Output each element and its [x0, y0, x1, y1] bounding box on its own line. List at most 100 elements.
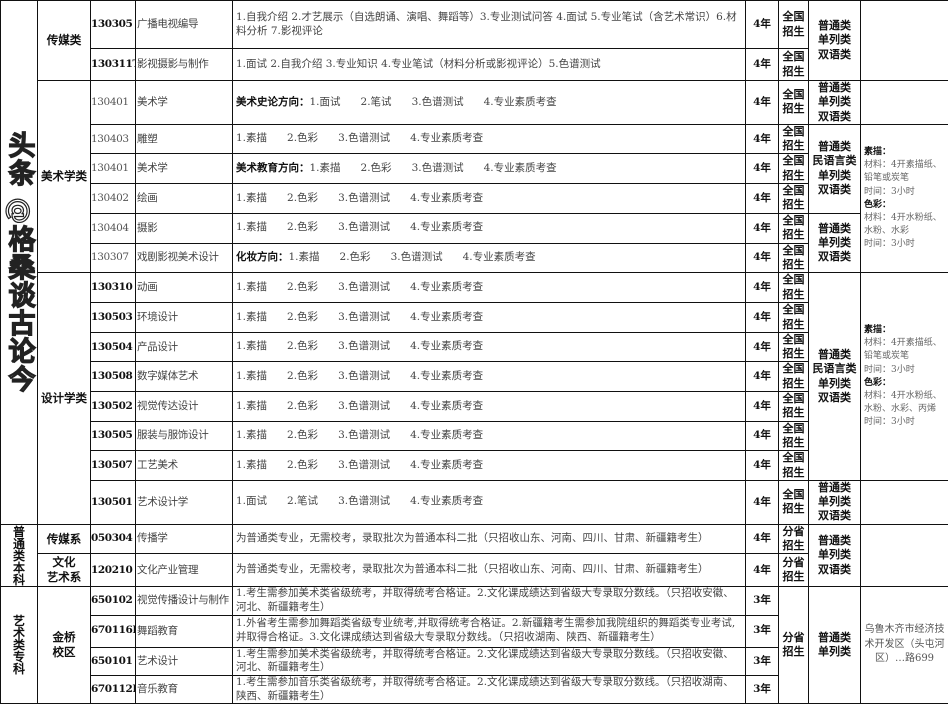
major-code: 650101: [91, 647, 136, 675]
study-years: 3年: [746, 647, 779, 675]
major-code: 130501: [91, 480, 136, 524]
major-name: 视觉传播设计与制作: [136, 587, 233, 615]
exam-content: 1.考生需参加音乐类省级统考，并取得统考合格证。2.文化课成绩达到省级大专录取分…: [233, 675, 746, 703]
major-code: 130402: [91, 184, 136, 214]
enrollment-scope: 全国招生: [779, 243, 809, 273]
exam-content: 美术史论方向：1.面试 2.笔试 3.色谱测试 4.专业素质考查: [233, 81, 746, 125]
major-name: 产品设计: [136, 332, 233, 362]
study-years: 4年: [746, 1, 779, 49]
enrollment-scope: 全国招生: [779, 362, 809, 392]
note-line: 材料：4开素描纸、铅笔或炭笔: [864, 159, 945, 185]
exam-content: 1.素描 2.色彩 3.色谱测试 4.专业素质考查: [233, 303, 746, 333]
major-name: 艺术设计: [136, 647, 233, 675]
major-code: 130503: [91, 303, 136, 333]
enrollment-scope: 全国招生: [779, 421, 809, 451]
major-name: 影视摄影与制作: [136, 49, 233, 81]
study-years: 4年: [746, 154, 779, 184]
major-code: 130505: [91, 421, 136, 451]
note-line: 材料：4开水粉纸、水粉、水彩、丙烯: [864, 390, 945, 416]
exam-materials-note: [861, 524, 948, 587]
major-code: 130401: [91, 81, 136, 125]
student-type: 普通类民语言类单列类双语类: [809, 124, 861, 213]
exam-content: 1.素描 2.色彩 3.色谱测试 4.专业素质考查: [233, 451, 746, 481]
major-code: 130504: [91, 332, 136, 362]
major-name: 绘画: [136, 184, 233, 214]
study-years: 4年: [746, 451, 779, 481]
exam-content: 1.素描 2.色彩 3.色谱测试 4.专业素质考查: [233, 273, 746, 303]
major-code: 130401: [91, 154, 136, 184]
enrollment-scope: 全国招生: [779, 124, 809, 154]
exam-content: 1.素描 2.色彩 3.色谱测试 4.专业素质考查: [233, 124, 746, 154]
exam-materials-note: [861, 81, 948, 125]
exam-content: 1.素描 2.色彩 3.色谱测试 4.专业素质考查: [233, 421, 746, 451]
enrollment-scope: 全国招生: [779, 81, 809, 125]
major-code: 130508: [91, 362, 136, 392]
note-line: 材料：4开素描纸、铅笔或炭笔: [864, 337, 945, 363]
department-cell: 设计学类: [38, 273, 91, 524]
exam-materials-note: 素描：材料：4开素描纸、铅笔或炭笔时间：3小时色彩：材料：4开水粉纸、水粉、水彩…: [861, 124, 948, 272]
study-years: 4年: [746, 554, 779, 587]
study-years: 4年: [746, 392, 779, 422]
major-code: 670116K: [91, 615, 136, 647]
note-line: 材料：4开水粉纸、水粉、水彩: [864, 212, 945, 238]
major-name: 美术学: [136, 81, 233, 125]
study-years: 3年: [746, 587, 779, 615]
exam-content: 1.考生需参加美术类省级统考，并取得统考合格证。2.文化课成绩达到省级大专录取分…: [233, 647, 746, 675]
exam-materials-note: [861, 1, 948, 81]
student-type: 普通类单列类双语类: [809, 480, 861, 524]
student-type: 普通类单列类: [809, 587, 861, 704]
major-code: 130311T: [91, 49, 136, 81]
department-cell: 金桥校区: [38, 587, 91, 704]
exam-content: 1.自我介绍 2.才艺展示（自选朗诵、演唱、舞蹈等）3.专业测试问答 4.面试 …: [233, 1, 746, 49]
major-name: 环境设计: [136, 303, 233, 333]
major-code: 130404: [91, 213, 136, 243]
enrollment-scope: 全国招生: [779, 303, 809, 333]
exam-content: 1.面试 2.笔试 3.色谱测试 4.专业素质考查: [233, 480, 746, 524]
exam-content: 1.素描 2.色彩 3.色谱测试 4.专业素质考查: [233, 392, 746, 422]
major-code: 670112K: [91, 675, 136, 703]
enrollment-scope: 全国招生: [779, 213, 809, 243]
student-type: 普通类单列类双语类: [809, 81, 861, 125]
campus-address: 乌鲁木齐市经济技术开发区（头屯河区）…路699: [861, 587, 948, 704]
enrollment-scope: 全国招生: [779, 332, 809, 362]
study-years: 4年: [746, 49, 779, 81]
major-name: 戏剧影视美术设计: [136, 243, 233, 273]
major-name: 视觉传达设计: [136, 392, 233, 422]
exam-content: 1.素描 2.色彩 3.色谱测试 4.专业素质考查: [233, 184, 746, 214]
note-line: 时间：3小时: [864, 416, 945, 429]
study-years: 4年: [746, 213, 779, 243]
exam-content: 为普通类专业，无需校考，录取批次为普通本科二批（只招收山东、河南、四川、甘肃、新…: [233, 524, 746, 554]
note-line: 时间：3小时: [864, 186, 945, 199]
exam-direction: 美术教育方向：: [236, 162, 310, 174]
major-name: 动画: [136, 273, 233, 303]
department-cell: 传媒系: [38, 524, 91, 554]
major-name: 工艺美术: [136, 451, 233, 481]
major-name: 传播学: [136, 524, 233, 554]
department-cell: 文化艺术系: [38, 554, 91, 587]
enrollment-scope: 全国招生: [779, 480, 809, 524]
major-name: 摄影: [136, 213, 233, 243]
study-years: 4年: [746, 303, 779, 333]
level-cell: 艺术类专科: [1, 587, 38, 704]
exam-content: 1.素描 2.色彩 3.色谱测试 4.专业素质考查: [233, 213, 746, 243]
note-heading: 色彩：: [864, 199, 945, 212]
enrollment-scope: 全国招生: [779, 49, 809, 81]
enrollment-scope: 全国招生: [779, 451, 809, 481]
major-name: 数字媒体艺术: [136, 362, 233, 392]
note-heading: 素描：: [864, 146, 945, 159]
major-code: 130507: [91, 451, 136, 481]
note-heading: 色彩：: [864, 377, 945, 390]
study-years: 4年: [746, 273, 779, 303]
major-name: 舞蹈教育: [136, 615, 233, 647]
